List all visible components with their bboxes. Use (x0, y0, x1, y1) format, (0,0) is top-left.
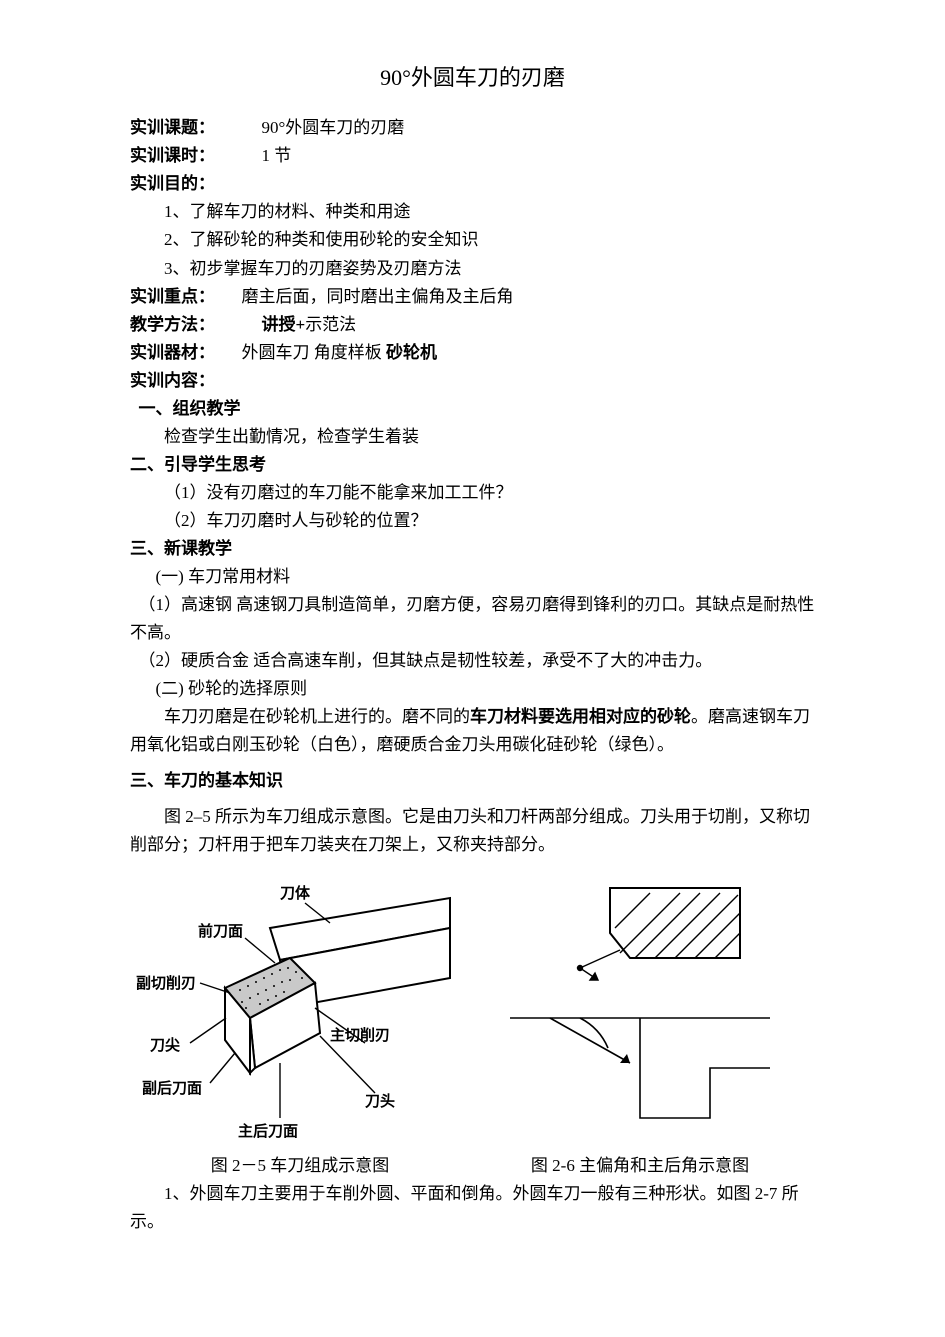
section-3-sub2-p1: 车刀刃磨是在砂轮机上进行的。磨不同的车刀材料要选用相对应的砂轮。磨高速钢车刀用氧… (130, 703, 815, 759)
s3s2-a: 车刀刃磨是在砂轮机上进行的。磨不同的 (164, 707, 470, 726)
section-1-heading: 一、组织教学 (130, 395, 815, 423)
section-2-heading: 二、引导学生思考 (130, 451, 815, 479)
section-3-sub2: (二) 砂轮的选择原则 (130, 675, 815, 703)
goal-3: 3、初步掌握车刀的刃磨姿势及刃磨方法 (130, 255, 815, 283)
section-3-sub1-p2: （2）硬质合金 适合高速车削，但其缺点是韧性较差，承受不了大的冲击力。 (130, 647, 815, 675)
equip-value-b: 砂轮机 (386, 343, 437, 362)
equip-label: 实训器材： (130, 339, 215, 367)
label-daotou: 刀头 (365, 1093, 395, 1110)
section-4-p2: 1、外圆车刀主要用于车削外圆、平面和倒角。外圆车刀一般有三种形状。如图 2-7 … (130, 1180, 815, 1236)
section-1-p1: 检查学生出勤情况，检查学生着装 (130, 423, 815, 451)
page-title: 90°外圆车刀的刃磨 (130, 60, 815, 96)
meta-focus-row: 实训重点： 磨主后面，同时磨出主偏角及主后角 (130, 283, 815, 311)
method-value-b: 示范法 (305, 315, 356, 334)
figure-captions: 图 2－5 车刀组成示意图 图 2-6 主偏角和主后角示意图 (130, 1152, 810, 1180)
section-2-q1: （1）没有刃磨过的车刀能不能拿来加工工件？ (130, 479, 815, 507)
tool-diagram-icon: 刀体 前刀面 副切削刃 刀尖 副后刀面 主后刀面 主切削刃 刀头 (130, 868, 460, 1148)
goal-2: 2、了解砂轮的种类和使用砂轮的安全知识 (130, 226, 815, 254)
s3s2-b: 车刀材料要选用相对应的砂轮 (470, 707, 691, 726)
figure-2-5: 刀体 前刀面 副切削刃 刀尖 副后刀面 主后刀面 主切削刃 刀头 (130, 868, 460, 1148)
angle-diagram-icon (480, 868, 780, 1148)
content-label: 实训内容： (130, 367, 215, 395)
meta-content-row: 实训内容： (130, 367, 815, 395)
section-4-heading: 三、车刀的基本知识 (130, 767, 815, 795)
topic-label: 实训课题： (130, 114, 215, 142)
label-fuhoudaomian: 副后刀面 (142, 1080, 202, 1097)
caption-2-6: 图 2-6 主偏角和主后角示意图 (470, 1152, 810, 1180)
hours-label: 实训课时： (130, 142, 215, 170)
figure-row: 刀体 前刀面 副切削刃 刀尖 副后刀面 主后刀面 主切削刃 刀头 (130, 868, 815, 1148)
focus-value: 磨主后面，同时磨出主偏角及主后角 (242, 287, 514, 306)
equip-value-a: 外圆车刀 角度样板 (242, 343, 387, 362)
meta-topic-row: 实训课题： 90°外圆车刀的刃磨 (130, 114, 815, 142)
goal-label: 实训目的： (130, 170, 215, 198)
section-4-p1: 图 2–5 所示为车刀组成示意图。它是由刀头和刀杆两部分组成。刀头用于切削，又称… (130, 803, 815, 859)
section-3-sub1: (一) 车刀常用材料 (130, 563, 815, 591)
figure-2-6 (480, 868, 780, 1148)
section-3-sub1-p1: （1）高速钢 高速钢刀具制造简单，刃磨方便，容易刃磨得到锋利的刃口。其缺点是耐热… (130, 591, 815, 647)
caption-2-5: 图 2－5 车刀组成示意图 (130, 1152, 470, 1180)
meta-goal-row: 实训目的： (130, 170, 815, 198)
label-zhuhoudaomian: 主后刀面 (238, 1122, 298, 1140)
meta-hours-row: 实训课时： 1 节 (130, 142, 815, 170)
focus-label: 实训重点： (130, 283, 215, 311)
method-value-a: 讲授+ (262, 315, 306, 334)
label-qiandaomian: 前刀面 (198, 922, 243, 940)
label-zhuqiexueren: 主切削刃 (330, 1026, 390, 1044)
goal-1: 1、了解车刀的材料、种类和用途 (130, 198, 815, 226)
label-daojian: 刀尖 (150, 1036, 180, 1054)
hours-value: 1 节 (262, 146, 292, 165)
label-fuqiexueren: 副切削刃 (136, 974, 196, 992)
section-2-q2: （2）车刀刃磨时人与砂轮的位置？ (130, 507, 815, 535)
method-label: 教学方法： (130, 311, 215, 339)
section-3-heading: 三、新课教学 (130, 535, 815, 563)
meta-equip-row: 实训器材： 外圆车刀 角度样板 砂轮机 (130, 339, 815, 367)
meta-method-row: 教学方法： 讲授+示范法 (130, 311, 815, 339)
page: 90°外圆车刀的刃磨 实训课题： 90°外圆车刀的刃磨 实训课时： 1 节 实训… (0, 0, 945, 1337)
topic-value: 90°外圆车刀的刃磨 (262, 118, 405, 137)
label-daoti: 刀体 (280, 884, 311, 902)
